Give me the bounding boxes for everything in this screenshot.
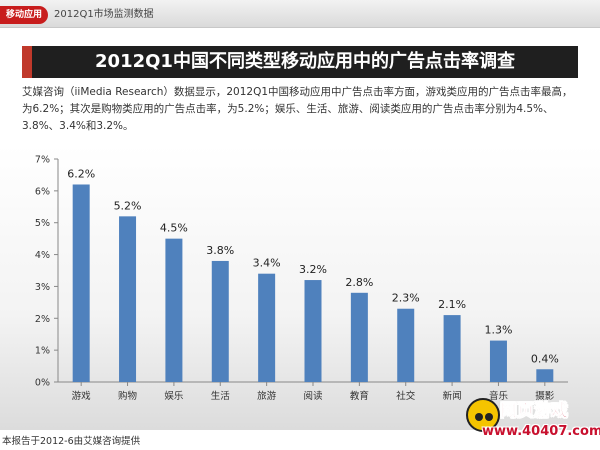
footer-note: 本报告于2012-6由艾媒咨询提供 xyxy=(2,436,141,447)
bar xyxy=(211,260,229,382)
x-tick-label: 旅游 xyxy=(257,390,277,402)
section-tag[interactable]: 移动应用 xyxy=(0,6,48,24)
page-title: 2012Q1中国不同类型移动应用中的广告点击率调查 xyxy=(95,51,515,72)
x-tick-label: 游戏 xyxy=(72,390,92,402)
bar xyxy=(397,308,415,382)
bar xyxy=(443,315,461,382)
bar xyxy=(350,292,368,382)
data-label: 4.5% xyxy=(160,222,188,235)
data-label: 2.1% xyxy=(438,298,466,311)
y-tick-label: 0% xyxy=(35,378,50,389)
data-label: 6.2% xyxy=(67,167,95,180)
y-tick-label: 4% xyxy=(35,250,50,261)
x-tick-label: 阅读 xyxy=(303,390,323,402)
x-tick-label: 摄影 xyxy=(535,390,555,402)
y-tick-label: 3% xyxy=(35,282,50,293)
bar xyxy=(489,340,507,382)
y-tick-label: 7% xyxy=(35,155,50,166)
y-tick-label: 5% xyxy=(35,218,50,229)
watermark-logo: 网页游戏 www.40407.com xyxy=(460,392,600,448)
bar-chart: 0% 1% 2% 3% 4% 5% 6% 7% 6.2% 游戏 5.2% 购物 4.5% 娱乐 3.8% 生活… xyxy=(35,155,568,402)
data-label: 3.2% xyxy=(299,263,327,276)
bar xyxy=(72,184,90,382)
watermark-title: 网页游戏 xyxy=(500,401,569,422)
x-tick-label: 购物 xyxy=(118,390,138,402)
mascot-icon xyxy=(466,398,500,432)
data-label: 1.3% xyxy=(484,324,512,337)
data-label: 2.3% xyxy=(392,292,420,305)
x-tick-label: 娱乐 xyxy=(164,390,184,402)
y-tick-label: 6% xyxy=(35,186,50,197)
chart-area: 0% 1% 2% 3% 4% 5% 6% 7% 6.2% 游戏 5.2% 购物 4.5% 娱乐 3.8% 生活… xyxy=(0,145,600,430)
watermark-url: www.40407.com xyxy=(482,424,600,439)
x-tick-label: 新闻 xyxy=(443,390,462,402)
x-tick-label: 生活 xyxy=(211,390,231,402)
data-label: 3.4% xyxy=(253,257,281,270)
data-label: 2.8% xyxy=(345,276,373,289)
bar xyxy=(258,273,276,382)
x-tick-label: 社交 xyxy=(396,390,416,402)
y-tick-label: 2% xyxy=(35,314,50,325)
breadcrumb: 2012Q1市场监测数据 xyxy=(54,9,154,20)
bar xyxy=(119,216,137,382)
data-label: 0.4% xyxy=(531,352,559,365)
bar xyxy=(536,369,554,382)
top-bar: 移动应用 2012Q1市场监测数据 xyxy=(0,0,600,28)
data-label: 3.8% xyxy=(206,244,234,257)
bar xyxy=(304,280,322,382)
data-label: 5.2% xyxy=(114,199,142,212)
title-bar: 2012Q1中国不同类型移动应用中的广告点击率调查 xyxy=(22,46,578,78)
x-tick-label: 教育 xyxy=(350,390,369,402)
x-tick-label: 音乐 xyxy=(489,390,509,402)
y-tick-label: 1% xyxy=(35,346,50,357)
description-text: 艾媒咨询（iiMedia Research）数据显示，2012Q1中国移动应用中… xyxy=(22,86,573,132)
title-accent xyxy=(22,46,32,78)
bar xyxy=(165,238,183,382)
